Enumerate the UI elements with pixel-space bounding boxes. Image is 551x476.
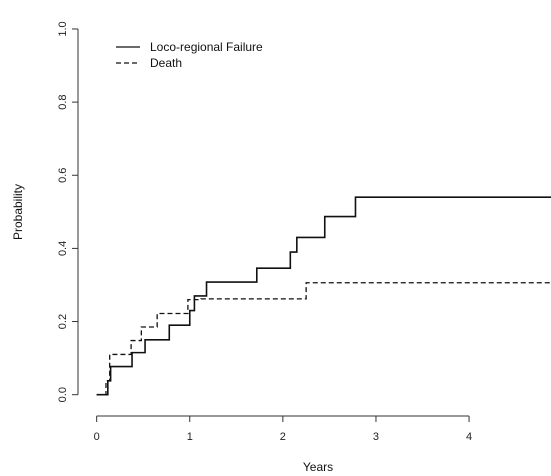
legend: Loco-regional Failure Death: [116, 40, 263, 70]
x-tick-label: 2: [280, 431, 286, 443]
series-line-loco-regional-failure: [96, 196, 551, 396]
y-tick-label: 0.2: [57, 314, 69, 329]
series-line-death: [96, 282, 551, 396]
y-tick-label: 0.8: [57, 94, 69, 109]
axes: 0.0 0.2 0.4 0.6 0.8 1.0 0 1 2 3 4: [57, 21, 472, 443]
x-tick-label: 0: [94, 431, 100, 443]
x-tick-label: 4: [466, 431, 472, 443]
y-tick-label: 1.0: [57, 21, 69, 36]
plot-series: [96, 196, 551, 396]
x-tick-label: 3: [373, 431, 379, 443]
x-axis-title: Years: [303, 460, 333, 474]
legend-label: Death: [150, 56, 182, 70]
y-tick-label: 0.0: [57, 387, 69, 402]
x-tick-label: 1: [187, 431, 193, 443]
y-tick-label: 0.6: [57, 168, 69, 183]
legend-label: Loco-regional Failure: [150, 40, 263, 54]
y-tick-label: 0.4: [57, 241, 69, 256]
y-axis-title: Probability: [11, 184, 25, 240]
